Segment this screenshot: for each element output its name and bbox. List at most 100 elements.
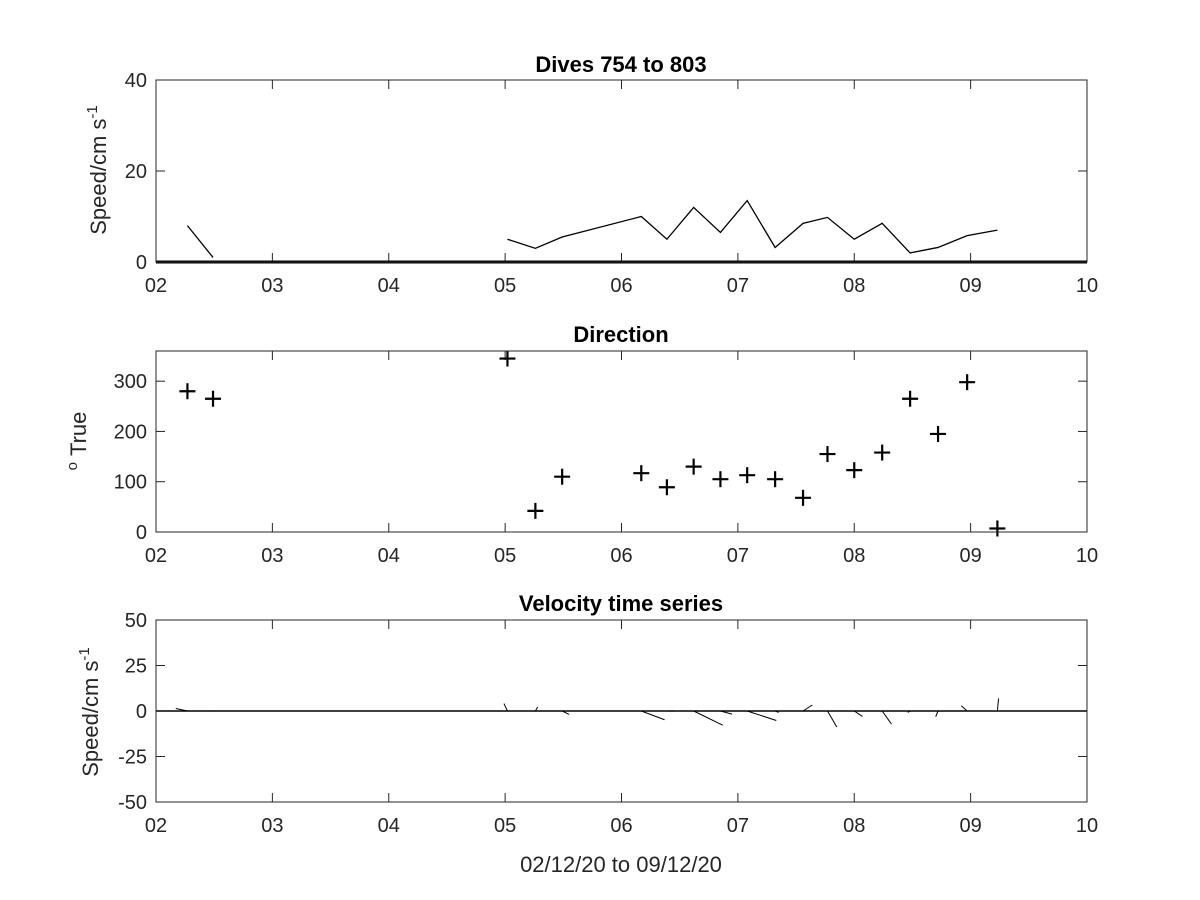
y-tick-label-speed: 0	[136, 252, 147, 274]
direction-point	[179, 383, 196, 400]
direction-point	[930, 425, 947, 442]
x-tick-label-velocity: 10	[1076, 815, 1098, 837]
direction-point	[554, 468, 571, 485]
x-tick-label-direction: 07	[727, 545, 749, 567]
direction-point	[959, 374, 976, 391]
direction-point	[989, 520, 1006, 537]
velocity-stick	[881, 710, 892, 725]
x-tick-label-speed: 06	[610, 275, 632, 297]
velocity-stick	[853, 710, 863, 717]
y-tick-label-direction: 300	[114, 371, 147, 393]
tick-group-speed: 02 03 04 05 06 07 08 09 10 0 20 40	[125, 70, 1098, 297]
velocity-stick	[175, 707, 188, 712]
y-axis-label-direction-superscript: o	[64, 462, 81, 470]
x-tick-label-direction: 10	[1076, 545, 1098, 567]
x-tick-label-velocity: 08	[843, 815, 865, 837]
x-tick-label-direction: 05	[494, 545, 516, 567]
x-tick-label-speed: 05	[494, 275, 516, 297]
y-tick-label-direction: 100	[114, 472, 147, 494]
direction-point	[712, 471, 729, 488]
y-tick-label-velocity: 0	[136, 701, 147, 723]
speed-series-line	[507, 199, 998, 254]
speed-series-line	[186, 225, 214, 258]
x-tick-label-direction: 08	[843, 545, 865, 567]
x-tick-label-direction: 09	[960, 545, 982, 567]
x-tick-label-direction: 06	[610, 545, 632, 567]
y-axis-label-direction-text: True	[66, 412, 91, 456]
x-tick-label-speed: 07	[727, 275, 749, 297]
x-tick-label-direction: 03	[261, 545, 283, 567]
y-tick-label-velocity: 25	[125, 656, 147, 678]
x-tick-label-velocity: 06	[610, 815, 632, 837]
chart-title-velocity: Velocity time series	[519, 591, 723, 616]
panel-direction: Direction oTrue 02 03 04 05 06 07 08 09 10010020…	[64, 322, 1098, 567]
direction-point	[795, 489, 812, 506]
data-marks-speed	[156, 199, 1087, 264]
x-tick-label-velocity: 02	[145, 815, 167, 837]
y-axis-label-speed-text: Speed/cm s	[86, 119, 111, 235]
direction-point	[685, 458, 702, 475]
y-tick-label-speed: 20	[125, 161, 147, 183]
tick-group-velocity: 02 03 04 05 06 07 08 09 10 -50 -25 0 25 50	[118, 610, 1098, 837]
velocity-stick	[802, 704, 813, 712]
plot-area-frame-direction	[155, 350, 1088, 533]
y-tick-label-direction: 200	[114, 421, 147, 443]
velocity-stick	[935, 710, 939, 717]
data-marks-velocity	[156, 698, 1087, 728]
y-axis-label-speed-superscript: -1	[84, 105, 101, 118]
x-axis-label: 02/12/20 to 09/12/20	[520, 852, 722, 877]
direction-point	[767, 471, 784, 488]
velocity-stick	[720, 710, 733, 715]
direction-point	[658, 479, 675, 496]
velocity-stick	[827, 710, 838, 728]
velocity-stick	[996, 698, 1000, 712]
x-tick-label-velocity: 07	[727, 815, 749, 837]
direction-point	[739, 467, 756, 484]
velocity-stick	[534, 706, 539, 712]
direction-point	[499, 350, 516, 367]
velocity-stick	[503, 703, 508, 712]
y-axis-label-velocity: Speed/cm s-1	[76, 647, 103, 777]
x-tick-label-direction: 02	[145, 545, 167, 567]
x-tick-label-speed: 04	[378, 275, 400, 297]
x-tick-label-direction: 04	[378, 545, 400, 567]
direction-point	[874, 444, 891, 461]
velocity-stick	[747, 710, 777, 721]
y-axis-label-direction: o True	[64, 412, 91, 471]
y-tick-label-velocity: 50	[125, 610, 147, 632]
direction-point	[527, 502, 544, 519]
direction-point	[846, 462, 863, 479]
x-tick-label-velocity: 03	[261, 815, 283, 837]
y-tick-label-velocity: -25	[118, 747, 147, 769]
panel-velocity: Velocity time series Speed/cm s-1 02 03 04…	[76, 591, 1098, 877]
x-tick-label-velocity: 09	[960, 815, 982, 837]
data-marks-direction	[179, 350, 1006, 537]
x-tick-label-speed: 09	[960, 275, 982, 297]
y-tick-label-velocity: -50	[118, 792, 147, 814]
direction-point	[633, 465, 650, 482]
velocity-stick	[693, 710, 723, 726]
velocity-stick	[641, 710, 665, 721]
x-tick-label-velocity: 05	[494, 815, 516, 837]
plot-area-frame-velocity	[155, 619, 1088, 803]
panel-speed: Dives 754 to 803 Speed/cm s-1 02 03 04 05 06…	[84, 52, 1098, 297]
y-axis-label-velocity-text: Speed/cm s	[78, 661, 103, 777]
y-tick-label-speed: 40	[125, 70, 147, 92]
direction-point	[205, 390, 222, 407]
chart-title-speed: Dives 754 to 803	[535, 52, 706, 77]
velocity-stick	[907, 710, 911, 713]
x-tick-label-speed: 10	[1076, 275, 1098, 297]
velocity-stick	[774, 710, 779, 713]
y-axis-label-speed: Speed/cm s-1	[84, 105, 111, 235]
x-tick-label-speed: 08	[843, 275, 865, 297]
chart-title-direction: Direction	[573, 322, 668, 347]
direction-point	[819, 446, 836, 463]
velocity-stick	[561, 710, 570, 715]
y-tick-label-direction: 0	[136, 522, 147, 544]
plot-area-frame-speed	[155, 79, 1088, 263]
direction-point	[902, 390, 919, 407]
x-tick-label-speed: 03	[261, 275, 283, 297]
x-tick-label-velocity: 04	[378, 815, 400, 837]
